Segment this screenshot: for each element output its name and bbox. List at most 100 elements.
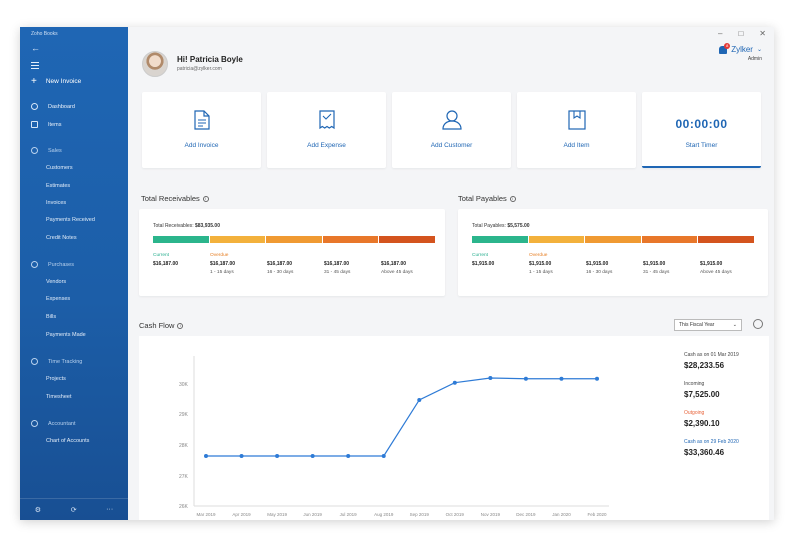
sidebar-item-payments-received[interactable]: Payments Received [46,217,95,223]
sidebar-section-accountant[interactable]: Accountant [31,420,76,427]
sidebar-item-vendors[interactable]: Vendors [46,279,67,285]
sidebar-item-customers[interactable]: Customers [46,165,73,171]
aging-column-range: 16 - 30 days [267,270,294,275]
info-icon[interactable]: i [509,195,516,202]
new-invoice-button[interactable]: + New Invoice [31,76,81,86]
sync-icon[interactable]: ⟳ [70,506,77,514]
add-expense-button[interactable]: Add Expense [267,92,386,168]
sidebar-item-credit-notes[interactable]: Credit Notes [46,235,77,241]
x-tick-label: Mar 2019 [196,512,216,517]
sidebar-item-bills[interactable]: Bills [46,314,57,320]
sidebar-footer: ⚙ ⟳ ··· [20,498,128,520]
payables-card: Total Payables: $5,575.00 Current $1,915.… [458,209,768,296]
purchases-icon [31,261,38,268]
aging-column-value: $1,915.00 [643,261,666,267]
aging-column-value: $1,915.00 [586,261,609,267]
aging-column[interactable]: $1,915.00 16 - 30 days [586,253,643,275]
minimize-button[interactable]: – [718,29,723,38]
receipt-icon [318,110,335,130]
back-arrow-icon[interactable]: ← [31,43,40,53]
sidebar-item-chart-of-accounts[interactable]: Chart of Accounts [46,438,90,444]
cash-flow-point[interactable] [310,454,315,458]
hamburger-menu-icon[interactable] [31,62,39,71]
info-icon[interactable]: i [177,322,184,329]
quick-action-label: Add Customer [430,142,473,149]
cash-flow-point[interactable] [346,454,351,458]
period-dropdown[interactable]: This Fiscal Year ⌄ [674,319,742,331]
add-item-button[interactable]: Add Item [517,92,636,168]
aging-bar-segment [153,236,209,243]
aging-column[interactable]: Overdue $16,187.00 1 - 15 days [210,253,267,275]
cash-flow-point[interactable] [595,376,599,381]
y-tick-label: 29K [179,412,189,418]
aging-column[interactable]: Current $16,187.00 [153,253,210,275]
aging-column-header: Overdue [529,253,548,258]
sidebar-section-purchases[interactable]: Purchases [31,261,74,268]
dashboard-icon [31,103,38,110]
aging-column-value: $1,915.00 [700,261,723,267]
sidebar-item-payments-made[interactable]: Payments Made [46,332,86,338]
cash-flow-point[interactable] [239,454,244,458]
sidebar-item-invoices[interactable]: Invoices [46,200,67,206]
cash-summary-label: Cash as on 01 Mar 2019 [684,352,739,358]
x-tick-label: Oct 2019 [446,512,465,517]
aging-bar-segment [698,236,754,243]
sidebar-item-label: Items [48,121,62,128]
cash-flow-point[interactable] [488,376,493,380]
aging-column-value: $1,915.00 [529,261,552,267]
box-icon [567,110,586,130]
sidebar-item-expenses[interactable]: Expenses [46,296,71,302]
info-icon[interactable]: i [202,195,209,202]
chart-settings-icon[interactable] [753,319,763,329]
org-name: Zylker [731,45,753,54]
maximize-button[interactable]: □ [738,29,744,38]
aging-column[interactable]: $16,187.00 Above 45 days [381,253,438,275]
timer-display: 00:00:00 [675,117,728,131]
sidebar-section-label: Accountant [48,420,76,427]
x-tick-label: Dec 2019 [516,512,536,517]
aging-column[interactable]: $1,915.00 31 - 45 days [643,253,700,275]
x-tick-label: Jul 2019 [340,512,358,517]
aging-column-header [700,253,757,261]
x-tick-label: Sep 2019 [410,512,430,517]
invoice-icon [193,110,210,130]
cash-flow-point[interactable] [452,380,457,385]
aging-column[interactable]: Overdue $1,915.00 1 - 15 days [529,253,586,275]
sidebar-section-sales[interactable]: Sales [31,147,62,154]
org-switcher[interactable]: 8 Zylker ⌄ Admin [719,42,762,62]
start-timer-button[interactable]: 00:00:00 Start Timer [642,92,761,168]
aging-column[interactable]: $1,915.00 Above 45 days [700,253,757,275]
avatar[interactable] [142,51,168,77]
sidebar-item-timesheet[interactable]: Timesheet [46,394,72,400]
receivables-total: Total Receivables: $83,935.00 [153,223,220,229]
cash-flow-point[interactable] [381,454,386,458]
sidebar-item-items[interactable]: Items [31,121,61,128]
aging-column[interactable]: $16,187.00 16 - 30 days [267,253,324,275]
cash-flow-point[interactable] [204,454,208,458]
settings-icon[interactable]: ⚙ [34,506,42,514]
aging-column-range: 1 - 15 days [529,270,553,275]
close-button[interactable]: ✕ [759,29,766,38]
accountant-icon [31,420,38,427]
person-icon [441,110,462,130]
sidebar-item-estimates[interactable]: Estimates [46,183,71,189]
add-invoice-button[interactable]: Add Invoice [142,92,261,168]
cash-flow-point[interactable] [559,376,564,381]
more-icon[interactable]: ··· [106,506,114,513]
cash-flow-point[interactable] [275,454,280,458]
bell-icon[interactable]: 8 [719,42,731,54]
cash-flow-point[interactable] [523,376,528,381]
aging-column-header: Current [153,253,169,258]
receivables-card: Total Receivables: $83,935.00 Current $16… [139,209,445,296]
aging-column[interactable]: Current $1,915.00 [472,253,529,275]
cash-flow-point[interactable] [417,397,422,402]
aging-column-range: 31 - 45 days [643,270,670,275]
cash-summary-value: $33,360.46 [684,448,725,457]
sidebar-item-dashboard[interactable]: Dashboard [31,103,75,110]
add-customer-button[interactable]: Add Customer [392,92,511,168]
aging-column[interactable]: $16,187.00 31 - 45 days [324,253,381,275]
aging-column-header [267,253,324,261]
sidebar-item-projects[interactable]: Projects [46,376,66,382]
chevron-down-icon: ⌄ [732,322,737,328]
sidebar-section-time-tracking[interactable]: Time Tracking [31,358,82,365]
